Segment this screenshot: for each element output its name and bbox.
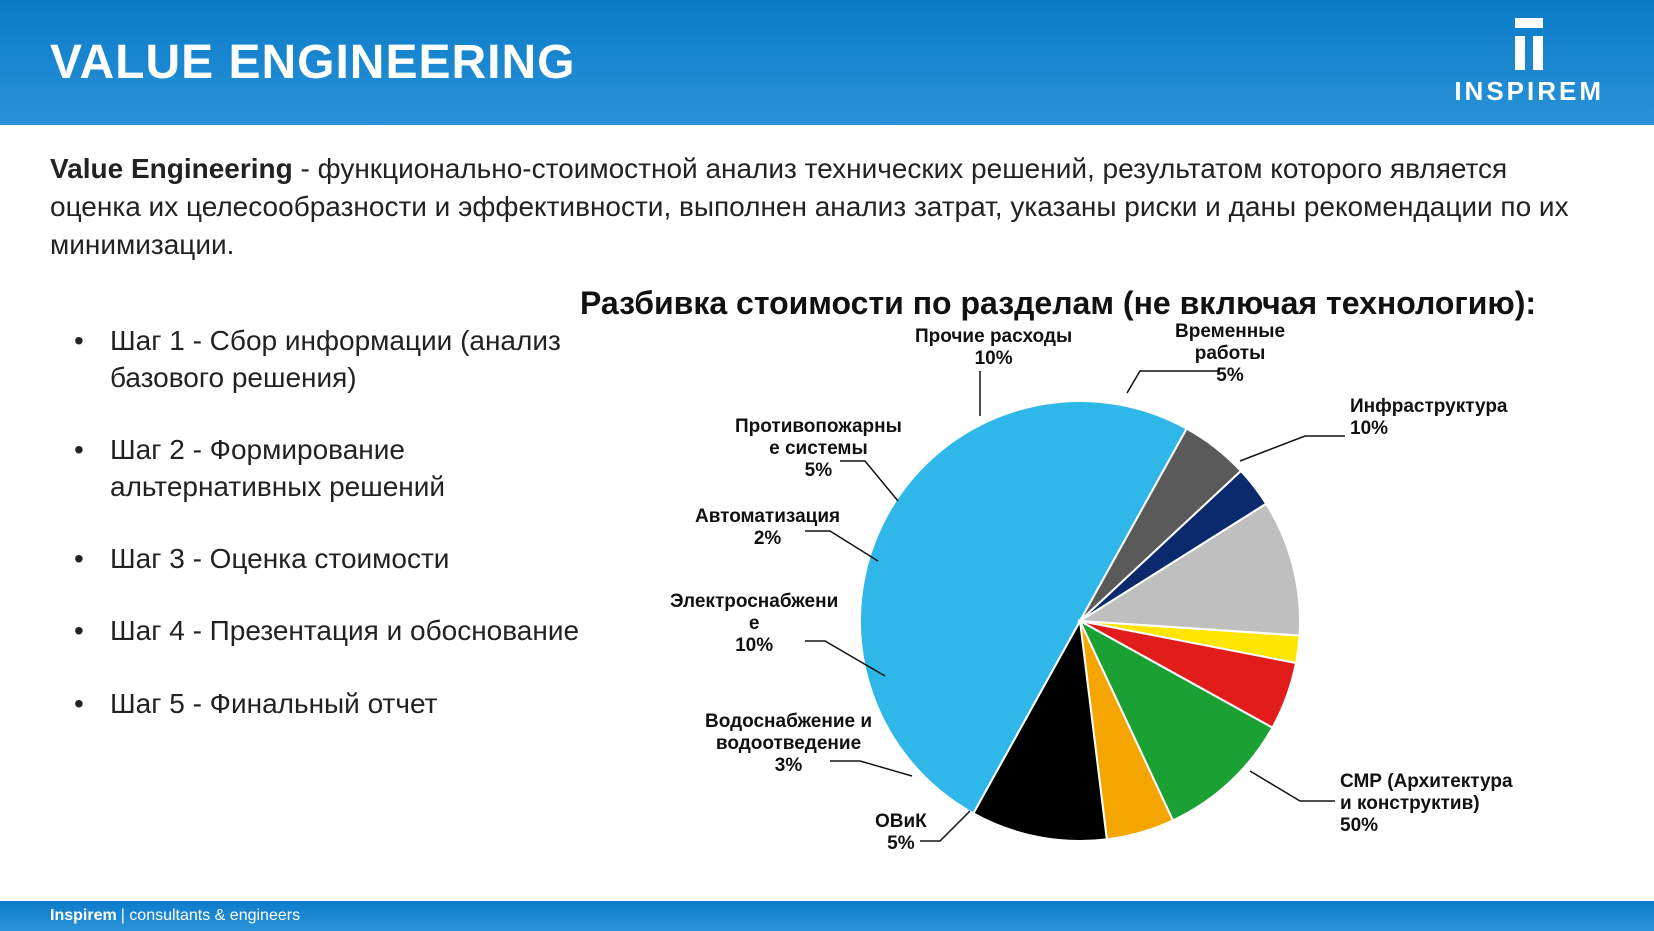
pie-chart: Временныеработы5%Инфраструктура10%СМР (А…	[580, 331, 1580, 891]
slice-label: Водоснабжение иводоотведение3%	[705, 711, 872, 777]
steps-list: Шаг 1 - Сбор информации (анализ базового…	[50, 283, 580, 891]
step-item: Шаг 2 - Формирование альтернативных реше…	[50, 432, 580, 505]
slice-label: Автоматизация2%	[695, 506, 840, 550]
chart-area: Разбивка стоимости по разделам (не включ…	[580, 283, 1604, 891]
logo-text: INSPIREM	[1454, 76, 1604, 107]
lead-paragraph: Value Engineering - функционально-стоимо…	[50, 150, 1604, 263]
body-row: Шаг 1 - Сбор информации (анализ базового…	[50, 283, 1604, 891]
slice-label: Электроснабжение10%	[670, 591, 838, 657]
content-area: Value Engineering - функционально-стоимо…	[0, 125, 1654, 891]
footer-rest: | consultants & engineers	[121, 907, 300, 925]
slice-label: Инфраструктура10%	[1350, 396, 1508, 440]
page-title: VALUE ENGINEERING	[50, 35, 576, 90]
leader-line	[1250, 771, 1335, 801]
footer-bar: Inspirem | consultants & engineers	[0, 901, 1654, 931]
leader-line	[920, 811, 970, 841]
step-item: Шаг 3 - Оценка стоимости	[50, 541, 580, 577]
slice-label: Прочие расходы10%	[915, 326, 1072, 370]
step-item: Шаг 5 - Финальный отчет	[50, 686, 580, 722]
slice-label: ОВиК5%	[875, 811, 927, 855]
step-item: Шаг 4 - Презентация и обоснование	[50, 613, 580, 649]
slice-label: Противопожарные системы5%	[735, 416, 902, 482]
logo-icon	[1509, 18, 1549, 70]
step-item: Шаг 1 - Сбор информации (анализ базового…	[50, 323, 580, 396]
leader-line	[1240, 436, 1345, 461]
lead-bold: Value Engineering	[50, 153, 293, 184]
header-bar: VALUE ENGINEERING INSPIREM	[0, 0, 1654, 125]
brand-logo: INSPIREM	[1454, 18, 1604, 107]
chart-title: Разбивка стоимости по разделам (не включ…	[580, 283, 1604, 323]
footer-brand: Inspirem	[50, 907, 117, 925]
slice-label: Временныеработы5%	[1175, 321, 1285, 387]
slice-label: СМР (Архитектураи конструктив)50%	[1340, 771, 1513, 837]
